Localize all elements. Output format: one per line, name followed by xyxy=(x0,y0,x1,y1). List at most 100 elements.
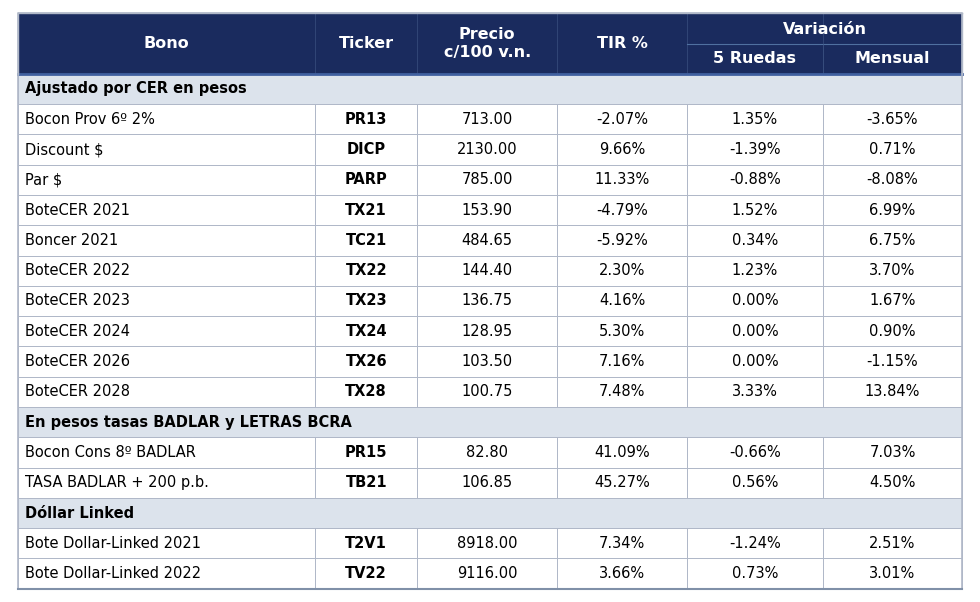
Text: BoteCER 2023: BoteCER 2023 xyxy=(25,294,130,308)
Text: TX28: TX28 xyxy=(345,384,387,399)
Text: 3.70%: 3.70% xyxy=(869,263,915,278)
Bar xyxy=(18,559,962,589)
Text: 5.30%: 5.30% xyxy=(599,324,646,339)
Text: BoteCER 2022: BoteCER 2022 xyxy=(25,263,130,278)
Bar xyxy=(18,134,962,165)
Text: 7.03%: 7.03% xyxy=(869,445,915,460)
Text: 128.95: 128.95 xyxy=(462,324,513,339)
Text: 0.56%: 0.56% xyxy=(732,475,778,490)
Text: BoteCER 2024: BoteCER 2024 xyxy=(25,324,130,339)
Text: -0.88%: -0.88% xyxy=(729,172,781,187)
Bar xyxy=(18,13,962,74)
Text: TIR %: TIR % xyxy=(597,36,648,51)
Text: 0.34%: 0.34% xyxy=(732,233,778,248)
Bar xyxy=(18,468,962,498)
Text: Bono: Bono xyxy=(143,36,189,51)
Text: 7.34%: 7.34% xyxy=(599,536,646,551)
Text: T2V1: T2V1 xyxy=(345,536,387,551)
Bar xyxy=(18,407,962,437)
Text: 0.71%: 0.71% xyxy=(869,142,915,157)
Text: 1.52%: 1.52% xyxy=(732,203,778,218)
Text: -1.24%: -1.24% xyxy=(729,536,781,551)
Text: 4.16%: 4.16% xyxy=(599,294,646,308)
Text: 9116.00: 9116.00 xyxy=(457,566,517,581)
Text: 45.27%: 45.27% xyxy=(595,475,650,490)
Text: -1.15%: -1.15% xyxy=(866,354,918,369)
Text: BoteCER 2021: BoteCER 2021 xyxy=(25,203,130,218)
Text: BoteCER 2026: BoteCER 2026 xyxy=(25,354,130,369)
Text: 0.00%: 0.00% xyxy=(732,324,778,339)
Text: 100.75: 100.75 xyxy=(462,384,513,399)
Bar xyxy=(18,528,962,559)
Text: PARP: PARP xyxy=(345,172,388,187)
Text: 713.00: 713.00 xyxy=(462,112,513,127)
Text: 2.30%: 2.30% xyxy=(599,263,646,278)
Text: Bote Dollar-Linked 2021: Bote Dollar-Linked 2021 xyxy=(25,536,202,551)
Text: 484.65: 484.65 xyxy=(462,233,513,248)
Text: 41.09%: 41.09% xyxy=(595,445,650,460)
Text: TX21: TX21 xyxy=(345,203,387,218)
Text: 13.84%: 13.84% xyxy=(864,384,920,399)
Bar xyxy=(18,165,962,195)
Text: 3.01%: 3.01% xyxy=(869,566,915,581)
Text: 8918.00: 8918.00 xyxy=(457,536,517,551)
Bar xyxy=(18,104,962,134)
Text: 4.50%: 4.50% xyxy=(869,475,915,490)
Text: 7.16%: 7.16% xyxy=(599,354,646,369)
Text: 1.23%: 1.23% xyxy=(732,263,778,278)
Text: PR15: PR15 xyxy=(345,445,387,460)
Text: -4.79%: -4.79% xyxy=(597,203,648,218)
Text: 2.51%: 2.51% xyxy=(869,536,915,551)
Text: 0.90%: 0.90% xyxy=(869,324,915,339)
Text: 0.00%: 0.00% xyxy=(732,294,778,308)
Text: -5.92%: -5.92% xyxy=(597,233,648,248)
Text: 106.85: 106.85 xyxy=(462,475,513,490)
Text: 6.75%: 6.75% xyxy=(869,233,915,248)
Text: 9.66%: 9.66% xyxy=(599,142,646,157)
Text: Par $: Par $ xyxy=(25,172,63,187)
Bar xyxy=(18,346,962,377)
Text: 785.00: 785.00 xyxy=(462,172,513,187)
Text: Variación: Variación xyxy=(783,22,867,37)
Text: -2.07%: -2.07% xyxy=(596,112,648,127)
Text: Bote Dollar-Linked 2022: Bote Dollar-Linked 2022 xyxy=(25,566,202,581)
Text: 153.90: 153.90 xyxy=(462,203,513,218)
Text: En pesos tasas BADLAR y LETRAS BCRA: En pesos tasas BADLAR y LETRAS BCRA xyxy=(25,415,353,430)
Text: PR13: PR13 xyxy=(345,112,387,127)
Text: -1.39%: -1.39% xyxy=(729,142,781,157)
Text: 11.33%: 11.33% xyxy=(595,172,650,187)
Text: 82.80: 82.80 xyxy=(466,445,509,460)
Bar xyxy=(18,74,962,104)
Text: 7.48%: 7.48% xyxy=(599,384,646,399)
Text: TC21: TC21 xyxy=(346,233,387,248)
Bar xyxy=(18,437,962,468)
Text: Dóllar Linked: Dóllar Linked xyxy=(25,506,134,521)
Text: DICP: DICP xyxy=(347,142,386,157)
Text: 0.00%: 0.00% xyxy=(732,354,778,369)
Text: 3.66%: 3.66% xyxy=(599,566,645,581)
Bar xyxy=(18,377,962,407)
Text: -8.08%: -8.08% xyxy=(866,172,918,187)
Text: 6.99%: 6.99% xyxy=(869,203,915,218)
Text: TX23: TX23 xyxy=(345,294,387,308)
Text: 103.50: 103.50 xyxy=(462,354,513,369)
Text: TASA BADLAR + 200 p.b.: TASA BADLAR + 200 p.b. xyxy=(25,475,210,490)
Bar xyxy=(18,286,962,316)
Text: Discount $: Discount $ xyxy=(25,142,104,157)
Text: TX22: TX22 xyxy=(345,263,387,278)
Text: 1.67%: 1.67% xyxy=(869,294,915,308)
Text: 144.40: 144.40 xyxy=(462,263,513,278)
Text: TB21: TB21 xyxy=(345,475,387,490)
Text: -3.65%: -3.65% xyxy=(866,112,918,127)
Text: Precio
c/100 v.n.: Precio c/100 v.n. xyxy=(444,27,531,60)
Text: 0.73%: 0.73% xyxy=(732,566,778,581)
Text: -0.66%: -0.66% xyxy=(729,445,781,460)
Text: Ticker: Ticker xyxy=(339,36,394,51)
Text: Mensual: Mensual xyxy=(855,51,930,66)
Text: Bocon Prov 6º 2%: Bocon Prov 6º 2% xyxy=(25,112,156,127)
Text: TX24: TX24 xyxy=(345,324,387,339)
Bar xyxy=(18,256,962,286)
Text: Ajustado por CER en pesos: Ajustado por CER en pesos xyxy=(25,81,247,96)
Text: BoteCER 2028: BoteCER 2028 xyxy=(25,384,130,399)
Bar xyxy=(18,316,962,346)
